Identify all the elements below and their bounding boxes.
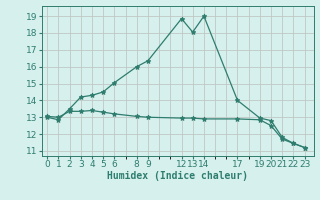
X-axis label: Humidex (Indice chaleur): Humidex (Indice chaleur)	[107, 171, 248, 181]
